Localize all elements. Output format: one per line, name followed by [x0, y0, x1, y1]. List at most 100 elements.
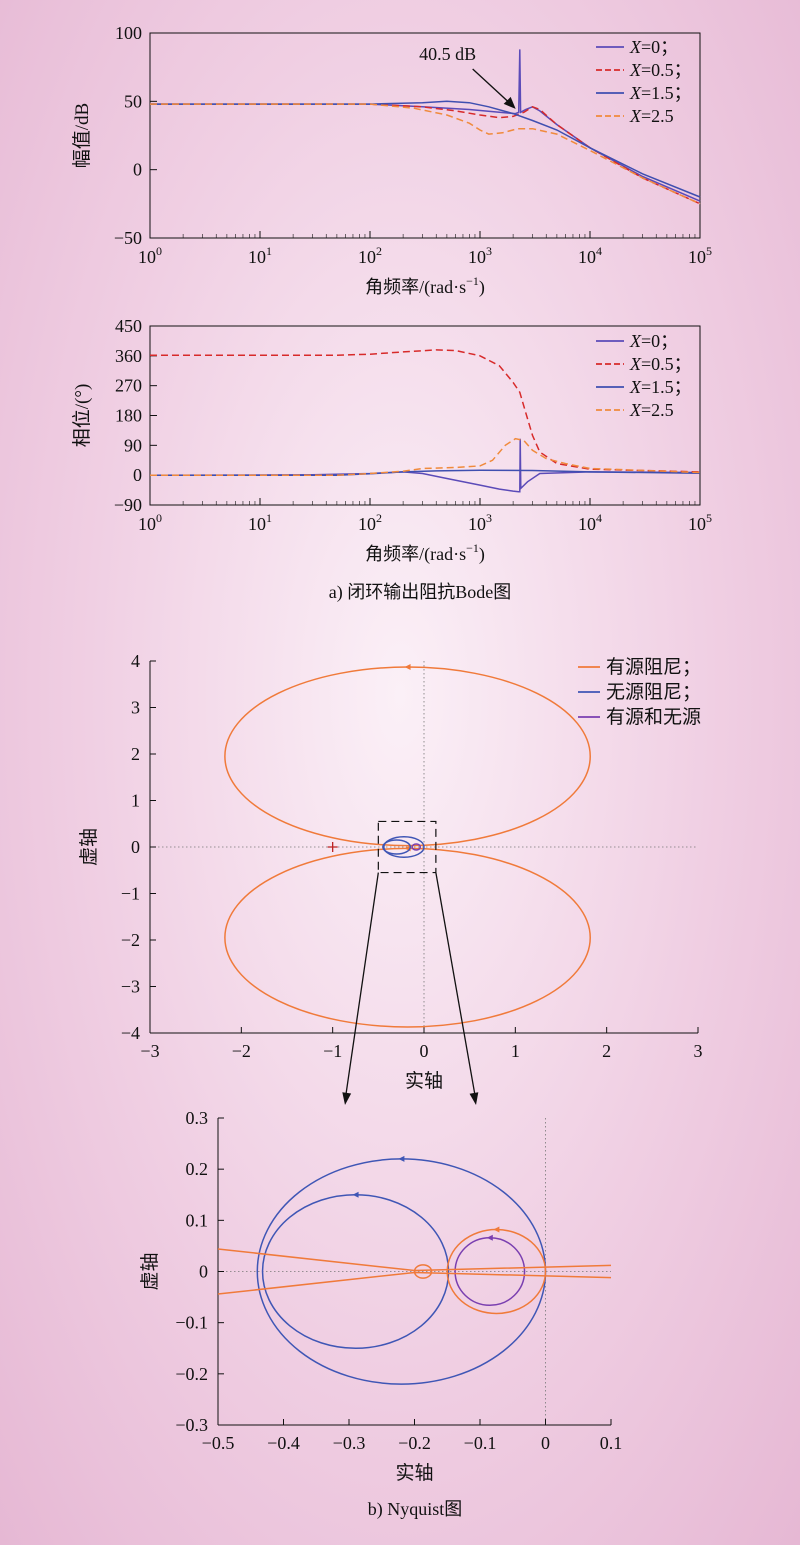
y-tick-label: 3	[131, 698, 140, 718]
series-line	[150, 49, 701, 202]
legend-label: X=0；	[629, 37, 678, 57]
y-tick-label: 0	[199, 1262, 208, 1282]
nyquist-zoom-chart: −0.5 −0.4 −0.3 −0.2 −0.1 0 0.1 −0.3 −0.2 −0.1 0 0.1…	[139, 1108, 622, 1484]
legend-label: X=2.5	[629, 400, 674, 420]
y-tick-label: 360	[115, 346, 142, 366]
y-tick-label: 0.2	[186, 1159, 209, 1179]
y-tick-label: 90	[124, 435, 142, 455]
series-line	[150, 103, 701, 205]
direction-arrow	[398, 1155, 405, 1162]
annotation-arrowhead	[503, 96, 516, 109]
nyquist-curve	[411, 843, 422, 851]
zoom-box	[377, 820, 437, 874]
legend-label: X=0；	[629, 331, 678, 351]
caption-b: b) Nyquist图	[368, 1499, 463, 1520]
legend-label: X=0.5；	[629, 60, 692, 80]
y-tick-label: 100	[115, 23, 142, 43]
x-tick-label: 0	[420, 1041, 429, 1061]
x-tick-label: 105	[688, 244, 712, 267]
x-tick-label: 100	[138, 244, 162, 267]
x-tick-label: 102	[358, 244, 382, 267]
nyquist-curve	[224, 666, 591, 847]
y-tick-label: 180	[115, 406, 142, 426]
series-line	[150, 100, 701, 198]
y-tick-label: −50	[114, 228, 142, 248]
bode-magnitude-chart: 100 101 102 103 104 105 −50 0 50 100 角频率/(rad·s−1)…	[71, 23, 712, 298]
x-tick-label: −3	[140, 1041, 159, 1061]
caption-a: a) 闭环输出阻抗Bode图	[329, 582, 511, 603]
plot-frame	[149, 32, 701, 239]
x-tick-label: 0.1	[600, 1433, 623, 1453]
x-tick-label: 104	[578, 511, 602, 534]
y-tick-label: 50	[124, 91, 142, 111]
series-line	[150, 349, 701, 473]
y-tick-label: 0.1	[186, 1210, 209, 1230]
x-tick-label: 104	[578, 244, 602, 267]
y-tick-label: −4	[121, 1023, 140, 1043]
legend-label: 无源阻尼；	[606, 681, 701, 703]
nyquist-curve	[217, 1248, 612, 1272]
plot-frame	[149, 325, 701, 506]
x-tick-label: −0.5	[202, 1433, 235, 1453]
y-tick-label: 450	[115, 316, 142, 336]
nyquist-chart: −3 −2 −1 0 1 2 3−4−3−2−101234实轴虚轴有源阻尼；无源阻尼；有源和…	[78, 651, 703, 1092]
x-axis-label: 实轴	[395, 1462, 433, 1484]
x-tick-label: 103	[468, 244, 492, 267]
y-axis-label: 虚轴	[78, 828, 100, 866]
y-axis-label: 虚轴	[139, 1252, 161, 1290]
nyquist-curve	[217, 1271, 612, 1295]
nyquist-curve	[382, 839, 412, 855]
legend-label: 有源和无源	[606, 706, 701, 728]
x-tick-label: 103	[468, 511, 492, 534]
x-tick-label: 2	[602, 1041, 611, 1061]
y-tick-label: 0	[133, 160, 142, 180]
y-tick-label: 0	[133, 465, 142, 485]
y-tick-label: 0.3	[186, 1108, 209, 1128]
y-tick-label: 4	[131, 651, 140, 671]
zoom-arrow	[435, 872, 477, 1102]
legend-label: X=0.5；	[629, 354, 692, 374]
x-tick-label: −0.4	[267, 1433, 300, 1453]
x-tick-label: 105	[688, 511, 712, 534]
series-line	[149, 438, 701, 493]
y-tick-label: −90	[114, 495, 142, 515]
direction-arrow	[493, 1226, 500, 1233]
y-tick-label: −0.3	[175, 1415, 208, 1435]
x-tick-label: 0	[541, 1433, 550, 1453]
x-tick-label: 101	[248, 244, 272, 267]
direction-arrow	[404, 664, 411, 671]
x-tick-label: 101	[248, 511, 272, 534]
x-tick-label: −1	[323, 1041, 342, 1061]
legend-label: X=1.5；	[629, 83, 692, 103]
x-tick-label: −0.1	[464, 1433, 497, 1453]
y-tick-label: 1	[131, 791, 140, 811]
x-axis-label: 角频率/(rad·s−1)	[365, 274, 485, 298]
direction-arrow	[486, 1234, 493, 1241]
bode-phase-chart: 100 101 102 103 104 105 −90 0 90 180 270 360 450 角频率/…	[71, 316, 712, 565]
series-line	[150, 469, 701, 476]
y-tick-label: −2	[121, 930, 140, 950]
x-tick-label: 1	[511, 1041, 520, 1061]
y-tick-label: 270	[115, 376, 142, 396]
nyquist-curve	[224, 847, 591, 1028]
y-axis-label: 相位/(°)	[71, 384, 93, 448]
y-tick-label: −1	[121, 884, 140, 904]
y-tick-label: −0.2	[175, 1364, 208, 1384]
x-tick-label: −0.2	[398, 1433, 431, 1453]
zoom-arrow	[344, 872, 379, 1102]
annotation-arrow	[472, 68, 513, 106]
x-axis-label: 实轴	[405, 1070, 443, 1092]
nyquist-curve	[413, 1264, 433, 1279]
series-line	[150, 103, 701, 205]
y-tick-label: 0	[131, 837, 140, 857]
legend-label: X=1.5；	[629, 377, 692, 397]
y-tick-label: 2	[131, 744, 140, 764]
y-axis-label: 幅值/dB	[71, 103, 93, 168]
legend-label: X=2.5	[629, 106, 674, 126]
annotation-label: 40.5 dB	[419, 44, 476, 64]
x-tick-label: −2	[232, 1041, 251, 1061]
zoom-arrowhead	[342, 1092, 352, 1105]
x-tick-label: 100	[138, 511, 162, 534]
y-tick-label: −3	[121, 977, 140, 997]
